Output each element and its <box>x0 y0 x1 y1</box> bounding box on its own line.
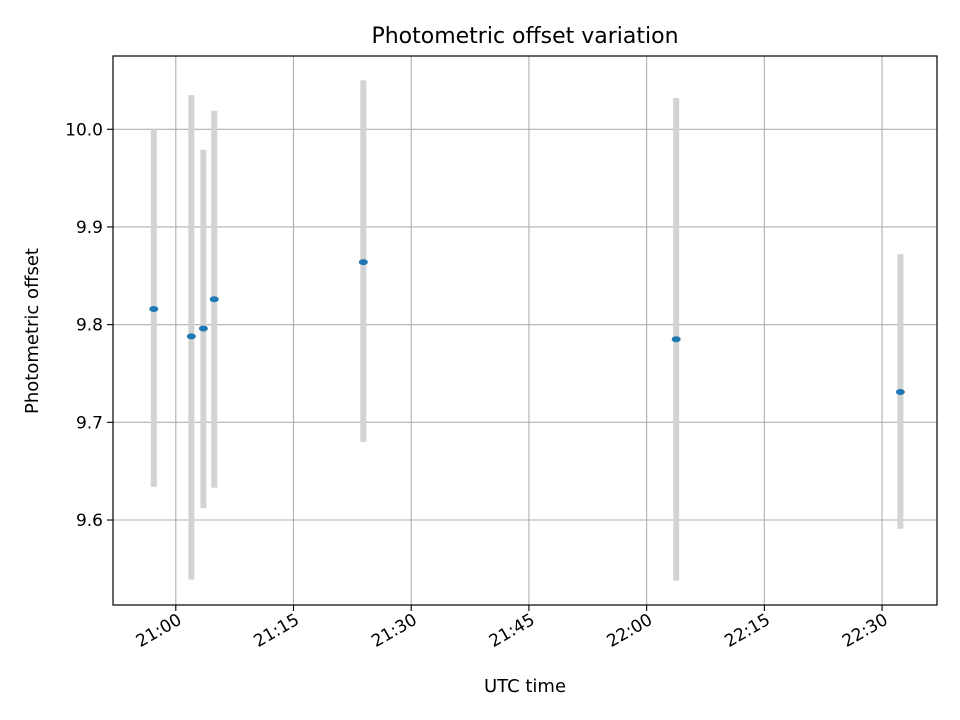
y-axis-label: Photometric offset <box>22 248 43 414</box>
data-point <box>895 389 905 396</box>
data-point <box>149 306 159 313</box>
x-tick-label: 21:30 <box>368 610 420 652</box>
x-axis-label: UTC time <box>484 676 566 697</box>
y-tick-label: 9.8 <box>76 316 103 336</box>
x-tick-label: 22:30 <box>839 610 891 652</box>
x-tick-label: 21:15 <box>250 610 302 652</box>
data-point <box>198 325 208 332</box>
x-axis: 21:00 21:15 21:30 21:45 22:00 22:15 22:30 <box>133 605 891 652</box>
data-point <box>209 296 219 303</box>
y-axis: 9.6 9.7 9.8 9.9 10.0 <box>65 120 113 531</box>
chart-title: Photometric offset variation <box>371 24 678 49</box>
x-tick-label: 21:45 <box>486 610 538 652</box>
data-point <box>358 259 368 266</box>
data-layer <box>149 80 905 581</box>
data-point <box>671 336 681 343</box>
grid-lines <box>113 56 937 605</box>
y-tick-label: 9.6 <box>76 511 103 531</box>
plot-frame <box>112 55 938 606</box>
x-tick-label: 22:15 <box>721 610 773 652</box>
x-tick-label: 22:00 <box>604 610 656 652</box>
x-tick-label: 21:00 <box>133 610 185 652</box>
data-point <box>186 333 196 340</box>
y-tick-label: 9.7 <box>76 413 103 433</box>
y-tick-label: 10.0 <box>65 120 103 140</box>
y-tick-label: 9.9 <box>76 218 103 238</box>
